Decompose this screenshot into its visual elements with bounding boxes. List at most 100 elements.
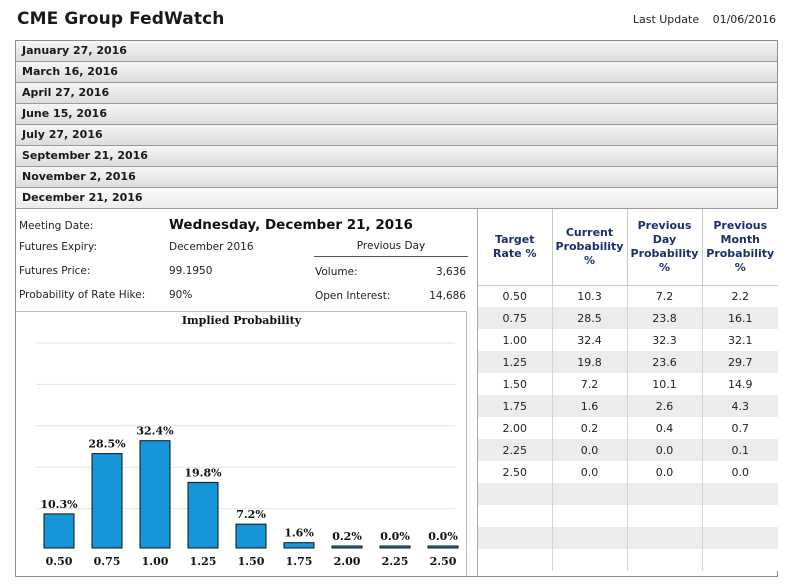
cell-current-probability: 0.0 — [552, 461, 628, 483]
volume-label: Volume: — [315, 266, 358, 278]
last-update-date: 01/06/2016 — [712, 13, 776, 26]
meeting-tab-jan-27[interactable]: January 27, 2016 — [16, 41, 777, 62]
cell-previous-day: 0.0 — [627, 439, 703, 461]
bar-value-label: 28.5% — [88, 438, 126, 451]
meeting-tab-apr-27[interactable]: April 27, 2016 — [16, 83, 777, 104]
cell-previous-day — [627, 505, 703, 527]
x-tick-label: 0.50 — [46, 555, 73, 568]
cell-previous-day: 0.0 — [627, 461, 703, 483]
cell-current-probability — [552, 483, 628, 505]
bar-value-label: 1.6% — [284, 527, 314, 540]
table-row — [478, 549, 778, 571]
cell-previous-month — [702, 483, 778, 505]
chart-canvas: 10.3% 0.50 28.5% 0.75 32.4% 1.00 19.8% 1.25 7.2%… — [36, 342, 459, 568]
cell-target-rate: 0.75 — [478, 307, 553, 329]
header: CME Group FedWatch Last Update 01/06/201… — [0, 0, 800, 40]
probability-table-panel: Target Rate % Current Probability % Prev… — [477, 209, 778, 576]
meeting-tab-dec-21[interactable]: December 21, 2016 — [16, 188, 777, 209]
cell-target-rate: 1.50 — [478, 373, 553, 395]
meeting-tab-jun-15[interactable]: June 15, 2016 — [16, 104, 777, 125]
cell-current-probability: 28.5 — [552, 307, 628, 329]
cell-previous-month — [702, 549, 778, 571]
cell-target-rate: 2.25 — [478, 439, 553, 461]
x-tick-label: 2.50 — [430, 555, 457, 568]
probability-table: Target Rate % Current Probability % Prev… — [478, 209, 778, 571]
bar-value-label: 19.8% — [184, 466, 222, 479]
cell-previous-month: 29.7 — [702, 351, 778, 373]
last-update-label: Last Update — [632, 13, 700, 26]
x-tick-label: 1.50 — [238, 555, 265, 568]
cell-previous-day: 10.1 — [627, 373, 703, 395]
cell-target-rate: 1.25 — [478, 351, 553, 373]
meeting-accordion: January 27, 2016 March 16, 2016 April 27… — [16, 41, 777, 209]
bar-2.25 — [379, 545, 411, 549]
cell-previous-day: 7.2 — [627, 285, 703, 307]
meeting-info: Meeting Date: Wednesday, December 21, 20… — [16, 209, 477, 576]
cell-previous-day: 23.6 — [627, 351, 703, 373]
cell-current-probability: 0.2 — [552, 417, 628, 439]
table-row: 1.75 1.6 2.6 4.3 — [478, 395, 778, 417]
bar-value-label: 10.3% — [40, 498, 78, 511]
meeting-date-value: Wednesday, December 21, 2016 — [169, 217, 413, 233]
bar-1.50 — [235, 523, 267, 549]
cell-current-probability: 32.4 — [552, 329, 628, 351]
cell-target-rate: 0.50 — [478, 285, 553, 307]
bar-2.00 — [331, 545, 363, 549]
bar-0.75 — [91, 453, 123, 549]
table-header-row: Target Rate % Current Probability % Prev… — [478, 209, 778, 286]
x-tick-label: 1.00 — [142, 555, 169, 568]
cell-previous-month — [702, 505, 778, 527]
cell-target-rate — [478, 483, 553, 505]
header-current-probability: Current Probability % — [552, 209, 628, 286]
cell-target-rate — [478, 505, 553, 527]
meeting-tab-sep-21[interactable]: September 21, 2016 — [16, 146, 777, 167]
cell-previous-month: 0.1 — [702, 439, 778, 461]
table-row: 2.25 0.0 0.0 0.1 — [478, 439, 778, 461]
cell-current-probability: 1.6 — [552, 395, 628, 417]
cell-previous-day: 23.8 — [627, 307, 703, 329]
table-row: 0.75 28.5 23.8 16.1 — [478, 307, 778, 329]
fedwatch-panel: January 27, 2016 March 16, 2016 April 27… — [15, 40, 778, 577]
cell-previous-month: 16.1 — [702, 307, 778, 329]
cell-previous-day — [627, 527, 703, 549]
cell-current-probability: 0.0 — [552, 439, 628, 461]
cell-target-rate: 2.00 — [478, 417, 553, 439]
bar-1.00 — [139, 440, 171, 549]
cell-previous-month: 2.2 — [702, 285, 778, 307]
header-previous-day-probability: Previous Day Probability % — [627, 209, 703, 286]
bar-0.50 — [43, 513, 75, 549]
cell-previous-day — [627, 549, 703, 571]
cell-previous-month: 0.0 — [702, 461, 778, 483]
cell-target-rate: 1.75 — [478, 395, 553, 417]
meeting-tab-jul-27[interactable]: July 27, 2016 — [16, 125, 777, 146]
futures-price-value: 99.1950 — [169, 265, 213, 277]
volume-value: 3,636 — [435, 266, 466, 278]
x-tick-label: 2.25 — [382, 555, 409, 568]
meeting-tab-nov-2[interactable]: November 2, 2016 — [16, 167, 777, 188]
table-row: 1.25 19.8 23.6 29.7 — [478, 351, 778, 373]
meeting-detail: Meeting Date: Wednesday, December 21, 20… — [16, 209, 778, 576]
header-target-rate: Target Rate % — [478, 209, 553, 286]
cell-previous-month — [702, 527, 778, 549]
x-tick-label: 2.00 — [334, 555, 361, 568]
bar-value-label: 0.2% — [332, 530, 362, 543]
futures-expiry-value: December 2016 — [169, 241, 254, 253]
bar-value-label: 7.2% — [236, 508, 266, 521]
meeting-tab-mar-16[interactable]: March 16, 2016 — [16, 62, 777, 83]
cell-current-probability — [552, 527, 628, 549]
table-row — [478, 527, 778, 549]
table-row — [478, 483, 778, 505]
table-row: 2.00 0.2 0.4 0.7 — [478, 417, 778, 439]
cell-current-probability: 7.2 — [552, 373, 628, 395]
meeting-date-label: Meeting Date: — [19, 220, 94, 232]
cell-target-rate — [478, 549, 553, 571]
table-row: 0.50 10.3 7.2 2.2 — [478, 285, 778, 307]
futures-expiry-label: Futures Expiry: — [19, 241, 97, 253]
last-update: Last Update 01/06/2016 — [633, 13, 776, 26]
cell-previous-day: 2.6 — [627, 395, 703, 417]
cell-current-probability — [552, 505, 628, 527]
table-row: 2.50 0.0 0.0 0.0 — [478, 461, 778, 483]
bar-value-label: 0.0% — [380, 530, 410, 543]
x-tick-label: 1.25 — [190, 555, 217, 568]
bar-1.25 — [187, 481, 219, 549]
